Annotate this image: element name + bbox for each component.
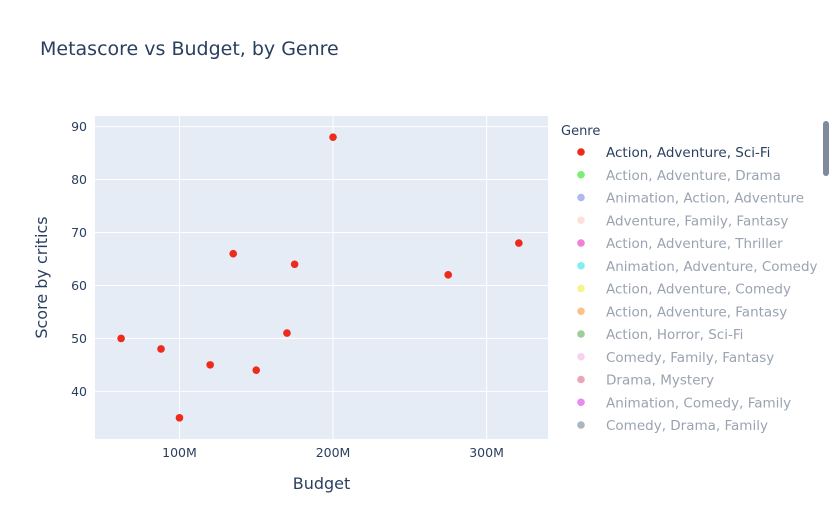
legend-label: Action, Adventure, Fantasy <box>606 304 787 320</box>
legend-marker <box>577 421 585 429</box>
grid-layer <box>95 116 548 439</box>
x-tick-label: 300M <box>469 445 504 460</box>
legend-item[interactable]: Action, Adventure, Comedy <box>577 282 791 298</box>
data-point[interactable] <box>252 366 261 374</box>
x-tick-label: 200M <box>316 445 351 460</box>
plot-area <box>95 116 548 439</box>
legend-marker <box>577 307 585 316</box>
data-point[interactable] <box>329 133 337 141</box>
legend-scrollbar[interactable] <box>823 121 829 176</box>
legend-label: Comedy, Family, Fantasy <box>606 350 774 366</box>
legend-item[interactable]: Comedy, Drama, Family <box>577 418 768 434</box>
legend-marker <box>577 261 585 270</box>
y-tick-label: 70 <box>71 225 87 240</box>
data-points <box>117 133 523 422</box>
legend-marker <box>577 148 585 156</box>
legend-marker <box>577 170 585 179</box>
data-point[interactable] <box>175 414 184 422</box>
legend-label: Adventure, Family, Fantasy <box>606 213 788 229</box>
legend-item[interactable]: Drama, Mystery <box>577 373 714 389</box>
legend-item[interactable]: Action, Adventure, Fantasy <box>577 304 787 320</box>
y-tick-label: 90 <box>71 119 87 134</box>
y-tick-label: 40 <box>71 384 87 399</box>
data-point[interactable] <box>117 334 125 343</box>
legend-marker <box>577 284 585 293</box>
legend-item[interactable]: Adventure, Family, Fantasy <box>577 213 788 229</box>
legend-label: Action, Horror, Sci-Fi <box>606 327 743 343</box>
chart-title: Metascore vs Budget, by Genre <box>40 38 339 60</box>
x-tick-label: 100M <box>162 445 197 460</box>
data-point[interactable] <box>157 345 165 353</box>
legend-item[interactable]: Animation, Action, Adventure <box>577 191 804 207</box>
legend-marker <box>577 330 585 338</box>
legend-item[interactable]: Action, Horror, Sci-Fi <box>577 327 743 343</box>
legend-label: Action, Adventure, Comedy <box>606 282 791 298</box>
legend-marker <box>577 398 585 407</box>
y-axis-title: Score by critics <box>32 216 51 338</box>
x-axis-title: Budget <box>293 474 351 493</box>
legend-label: Comedy, Drama, Family <box>606 418 768 434</box>
data-point[interactable] <box>515 239 523 247</box>
legend-marker <box>577 193 585 202</box>
data-point[interactable] <box>229 249 238 258</box>
tick-labels: 40 50 60 70 80 90 100M 200M 300M <box>71 119 504 460</box>
y-tick-label: 80 <box>71 172 87 187</box>
data-point[interactable] <box>290 260 299 269</box>
legend-item[interactable]: Animation, Comedy, Family <box>577 395 791 411</box>
legend-item[interactable]: Comedy, Family, Fantasy <box>577 350 774 366</box>
legend-title: Genre <box>561 124 600 139</box>
data-point[interactable] <box>444 271 452 279</box>
y-tick-label: 50 <box>71 331 87 346</box>
legend-marker <box>577 239 585 247</box>
legend-label: Action, Adventure, Thriller <box>606 236 783 252</box>
data-point[interactable] <box>283 329 291 337</box>
legend-item[interactable]: Animation, Adventure, Comedy <box>577 259 818 275</box>
legend-label: Animation, Action, Adventure <box>606 191 804 207</box>
legend-label: Animation, Adventure, Comedy <box>606 259 818 275</box>
legend-item[interactable]: Action, Adventure, Thriller <box>577 236 783 252</box>
legend-label: Action, Adventure, Drama <box>606 168 781 184</box>
data-point[interactable] <box>206 361 214 369</box>
legend-marker <box>577 375 585 384</box>
legend-label: Animation, Comedy, Family <box>606 395 791 411</box>
legend-label: Action, Adventure, Sci-Fi <box>606 145 770 161</box>
y-tick-label: 60 <box>71 278 87 293</box>
legend-label: Drama, Mystery <box>606 373 714 389</box>
legend-marker <box>577 216 585 225</box>
legend-marker <box>577 352 585 361</box>
legend-item[interactable]: Action, Adventure, Drama <box>577 168 781 184</box>
legend: Genre Action, Adventure, Sci-Fi Action, A… <box>561 124 818 434</box>
legend-item[interactable]: Action, Adventure, Sci-Fi <box>577 145 770 161</box>
